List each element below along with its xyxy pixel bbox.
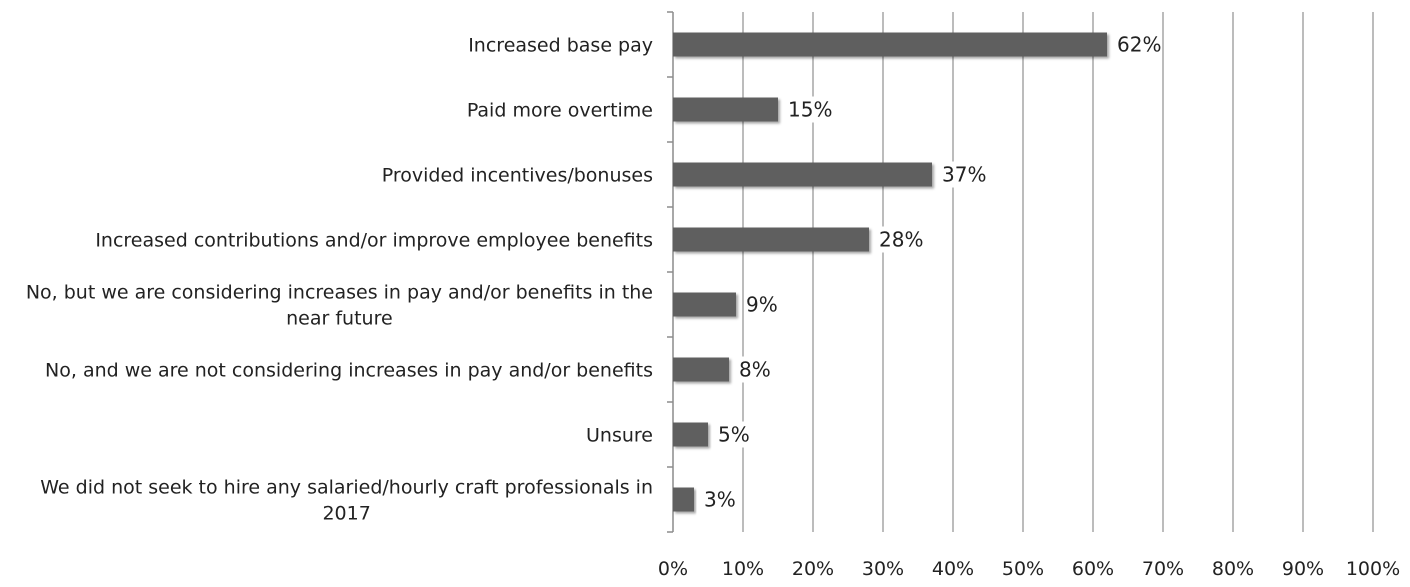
category-label-6: No, and we are not considering increases…	[45, 360, 653, 382]
x-tick-label-30: 30%	[862, 558, 904, 580]
data-label-bg-5	[744, 291, 772, 318]
data-label-bg-8	[702, 486, 730, 513]
bar-2	[673, 97, 778, 122]
category-label-line: Increased base pay	[468, 35, 653, 57]
bar-1	[673, 32, 1107, 57]
data-label-bg-6	[737, 356, 765, 383]
bar-8	[673, 487, 694, 512]
category-axis	[667, 11, 674, 533]
category-label-2: Paid more overtime	[467, 100, 653, 122]
x-tick-label-70: 70%	[1142, 558, 1184, 580]
data-label-4: 28%	[879, 228, 923, 252]
data-label-bg-4	[877, 226, 917, 253]
category-label-line: We did not seek to hire any salaried/hou…	[40, 477, 653, 499]
data-label-bg-7	[716, 421, 744, 448]
x-tick-label-100: 100%	[1346, 558, 1400, 580]
data-label-bg-1	[1115, 31, 1155, 58]
x-tick-label-80: 80%	[1212, 558, 1254, 580]
category-label-line: Unsure	[586, 425, 653, 447]
bar-7	[673, 422, 708, 447]
data-label-5: 9%	[746, 293, 778, 317]
category-label-4: Increased contributions and/or improve e…	[95, 230, 653, 252]
category-label-line: Provided incentives/bonuses	[382, 165, 653, 187]
bar-4	[673, 227, 869, 252]
category-label-line: Increased contributions and/or improve e…	[95, 230, 653, 252]
bars	[673, 32, 1107, 512]
x-tick-label-90: 90%	[1282, 558, 1324, 580]
category-labels: Increased base pay Paid more overtime Prov…	[26, 35, 653, 525]
category-label-line: No, but we are considering increases in …	[26, 282, 653, 304]
x-tick-label-60: 60%	[1072, 558, 1114, 580]
category-label-line: 2017	[322, 503, 370, 525]
x-tick-label-20: 20%	[792, 558, 834, 580]
data-label-6: 8%	[739, 358, 771, 382]
category-label-1: Increased base pay	[468, 35, 653, 57]
data-labels: 62% 15% 37% 28% 9% 8% 5% 3%	[702, 31, 1161, 513]
category-label-5: No, but we are considering increases in …	[26, 282, 653, 330]
data-label-2: 15%	[788, 98, 832, 122]
x-tick-label-0: 0%	[658, 558, 688, 580]
data-label-3: 37%	[942, 163, 986, 187]
x-tick-label-10: 10%	[722, 558, 764, 580]
data-label-7: 5%	[718, 423, 750, 447]
category-label-line: Paid more overtime	[467, 100, 653, 122]
category-label-line: near future	[286, 308, 393, 330]
category-label-7: Unsure	[586, 425, 653, 447]
data-label-8: 3%	[704, 488, 736, 512]
x-tick-label-40: 40%	[932, 558, 974, 580]
data-label-1: 62%	[1117, 33, 1161, 57]
x-tick-labels: 0% 10% 20% 30% 40% 50% 60% 70% 80% 90% 100%	[658, 558, 1400, 580]
bar-5	[673, 292, 736, 317]
data-label-bg-3	[940, 161, 980, 188]
grid-lines	[742, 12, 1374, 532]
category-label-line: No, and we are not considering increases…	[45, 360, 653, 382]
category-label-8: We did not seek to hire any salaried/hou…	[40, 477, 653, 525]
x-tick-label-50: 50%	[1002, 558, 1044, 580]
data-label-bg-2	[786, 96, 826, 123]
bar-6	[673, 357, 729, 382]
bar-3	[673, 162, 932, 187]
category-label-3: Provided incentives/bonuses	[382, 165, 653, 187]
